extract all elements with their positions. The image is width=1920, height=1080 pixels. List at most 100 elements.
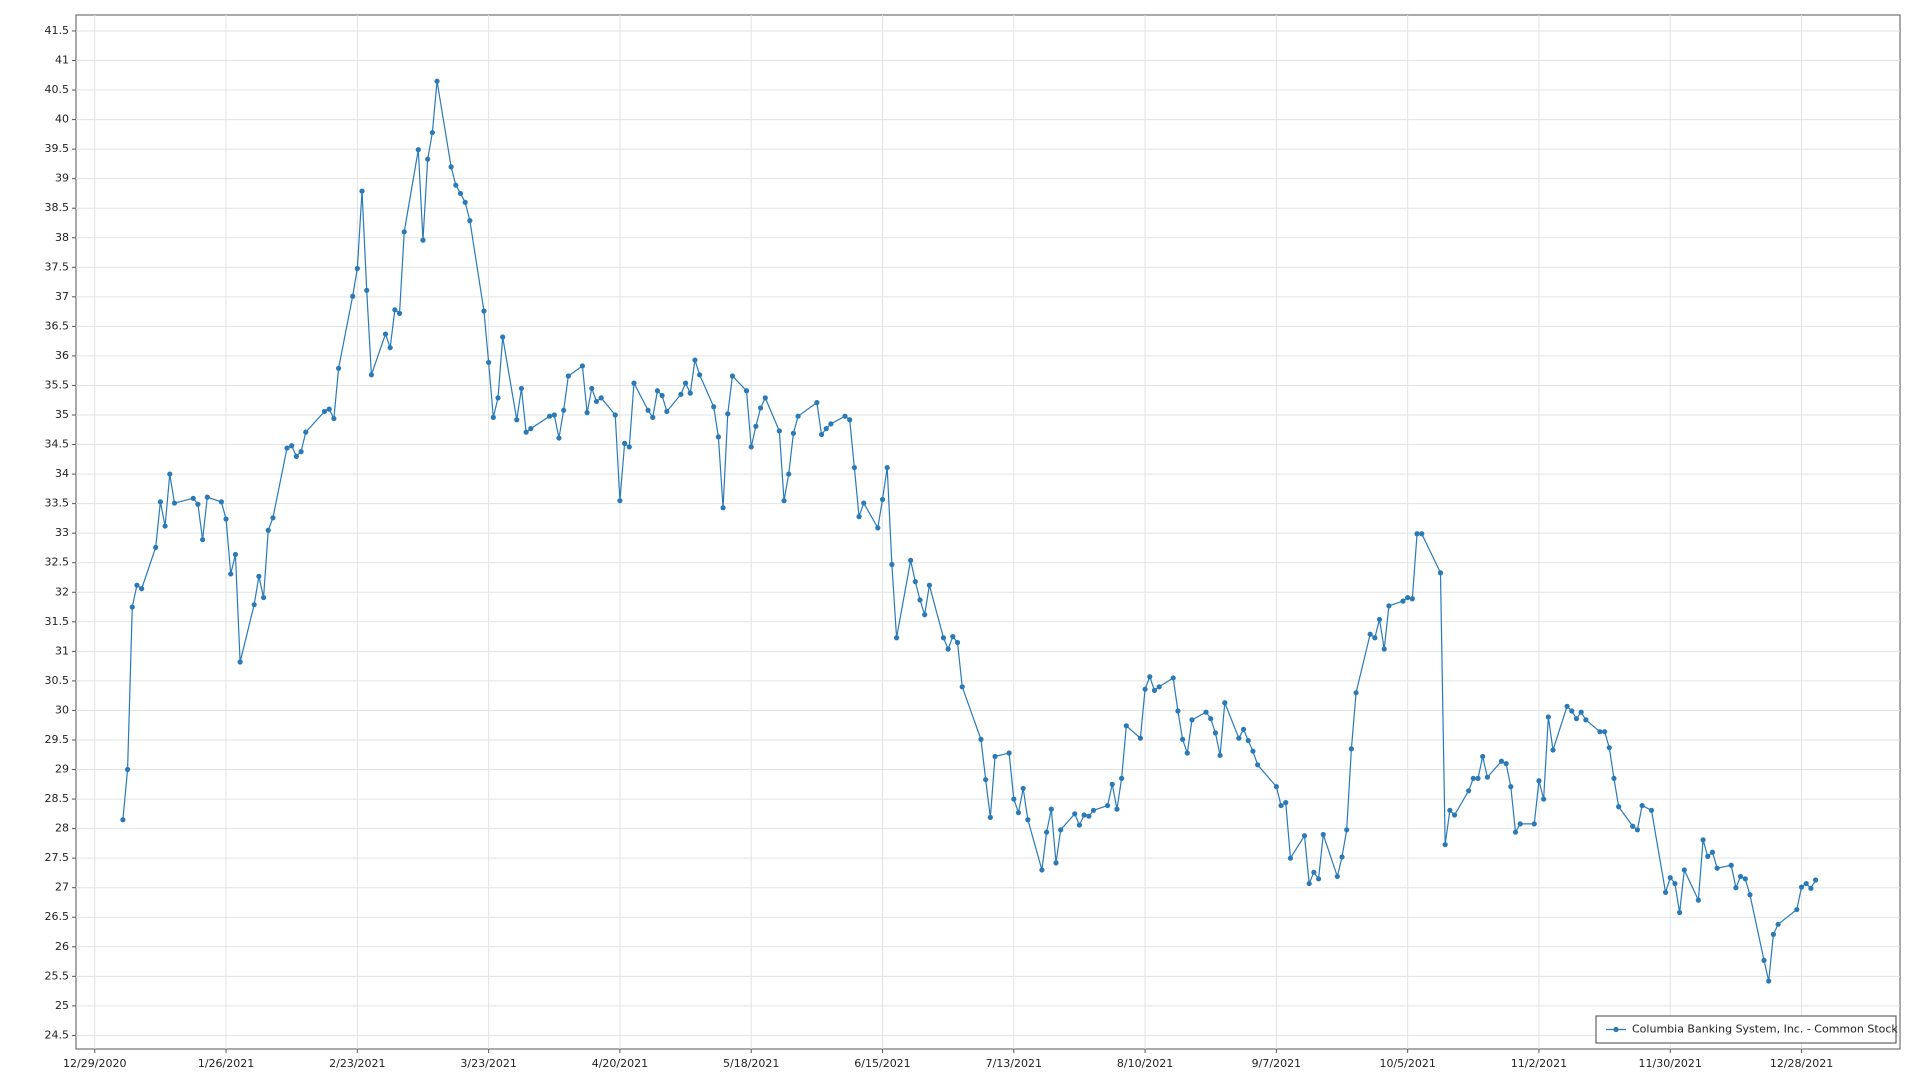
data-point xyxy=(959,684,965,690)
data-point xyxy=(711,404,717,410)
x-tick-label: 9/7/2021 xyxy=(1252,1057,1301,1070)
data-point xyxy=(1803,880,1809,887)
data-point xyxy=(495,395,501,401)
data-point xyxy=(448,164,454,170)
data-point xyxy=(392,307,398,313)
data-point xyxy=(1053,860,1059,866)
data-point xyxy=(1367,631,1373,637)
data-point xyxy=(908,557,914,563)
data-point xyxy=(861,500,867,506)
data-point xyxy=(1437,570,1444,576)
data-point xyxy=(757,405,764,411)
data-point xyxy=(940,635,947,641)
data-point xyxy=(682,380,689,386)
data-point xyxy=(753,423,759,429)
data-point xyxy=(1044,829,1050,835)
data-point xyxy=(1798,884,1805,890)
data-point xyxy=(650,414,656,420)
data-point xyxy=(350,293,356,299)
data-point xyxy=(368,372,375,378)
data-point xyxy=(1414,531,1420,537)
data-point xyxy=(453,182,459,188)
y-tick-label: 30 xyxy=(55,703,69,716)
data-point xyxy=(481,308,487,314)
data-point xyxy=(776,428,782,434)
data-point xyxy=(1409,596,1415,602)
data-point xyxy=(1250,748,1256,754)
data-point xyxy=(1203,709,1209,715)
data-point xyxy=(847,417,853,423)
data-point xyxy=(1090,807,1097,813)
data-point xyxy=(303,429,309,435)
y-tick-label: 30.5 xyxy=(45,674,70,687)
x-tick-label: 8/10/2021 xyxy=(1117,1057,1173,1070)
data-point xyxy=(1123,723,1129,729)
data-point xyxy=(1348,746,1354,752)
data-point xyxy=(1564,703,1570,709)
data-point xyxy=(748,444,754,450)
plot-area xyxy=(75,14,1901,1050)
legend: Columbia Banking System, Inc. - Common S… xyxy=(1595,1015,1898,1044)
y-tick-label: 40 xyxy=(55,113,69,126)
data-point xyxy=(1639,802,1645,809)
data-point xyxy=(1208,716,1214,722)
y-tick-label: 31.5 xyxy=(45,615,70,628)
data-point xyxy=(1025,817,1031,823)
y-tick-label: 40.5 xyxy=(45,83,70,96)
y-tick-label: 33 xyxy=(55,526,69,539)
data-point xyxy=(139,586,145,592)
y-tick-label: 29.5 xyxy=(45,733,70,746)
x-tick-label: 3/23/2021 xyxy=(460,1057,516,1070)
data-point xyxy=(992,753,998,760)
data-point xyxy=(1536,778,1542,784)
data-point xyxy=(1681,867,1687,873)
data-point xyxy=(889,561,895,568)
data-point xyxy=(1611,775,1617,781)
data-point xyxy=(926,582,932,588)
data-point xyxy=(364,287,370,293)
data-point xyxy=(490,414,496,420)
data-point xyxy=(945,646,951,652)
x-tick-label: 10/5/2021 xyxy=(1379,1057,1435,1070)
y-tick-label: 28 xyxy=(55,822,69,835)
data-point xyxy=(518,385,525,392)
data-point xyxy=(1517,821,1523,827)
data-point xyxy=(1189,717,1195,723)
data-point xyxy=(1386,603,1392,609)
data-point xyxy=(1442,841,1448,848)
data-point xyxy=(1339,854,1345,860)
data-point xyxy=(1170,675,1176,681)
data-point xyxy=(1583,717,1589,723)
data-point xyxy=(950,633,956,640)
data-point xyxy=(1072,811,1078,817)
data-point xyxy=(1569,708,1575,714)
data-point xyxy=(612,412,618,418)
data-point xyxy=(1808,885,1814,891)
data-point xyxy=(1512,829,1519,835)
data-point xyxy=(1048,806,1054,812)
x-tick-label: 4/20/2021 xyxy=(592,1057,648,1070)
data-point xyxy=(1775,921,1781,927)
data-point xyxy=(321,408,328,415)
x-tick-label: 12/28/2021 xyxy=(1770,1057,1833,1070)
data-point xyxy=(200,537,206,543)
data-point xyxy=(1109,781,1115,787)
data-point xyxy=(1794,906,1800,913)
data-point xyxy=(725,411,731,417)
data-point xyxy=(1405,594,1411,601)
data-point xyxy=(1578,709,1584,715)
y-tick-label: 34.5 xyxy=(45,438,70,451)
y-tick-label: 32.5 xyxy=(45,556,70,569)
x-tick-label: 5/18/2021 xyxy=(723,1057,779,1070)
data-point xyxy=(1372,635,1378,641)
grid xyxy=(76,15,1900,1049)
data-point xyxy=(1151,687,1158,693)
x-tick-label: 11/30/2021 xyxy=(1639,1057,1702,1070)
data-point xyxy=(645,407,651,413)
data-point xyxy=(743,388,750,394)
data-point xyxy=(1484,774,1490,780)
y-tick-label: 27 xyxy=(55,881,69,894)
data-point xyxy=(1086,813,1092,819)
data-point xyxy=(1240,726,1247,732)
data-point xyxy=(1466,788,1472,794)
